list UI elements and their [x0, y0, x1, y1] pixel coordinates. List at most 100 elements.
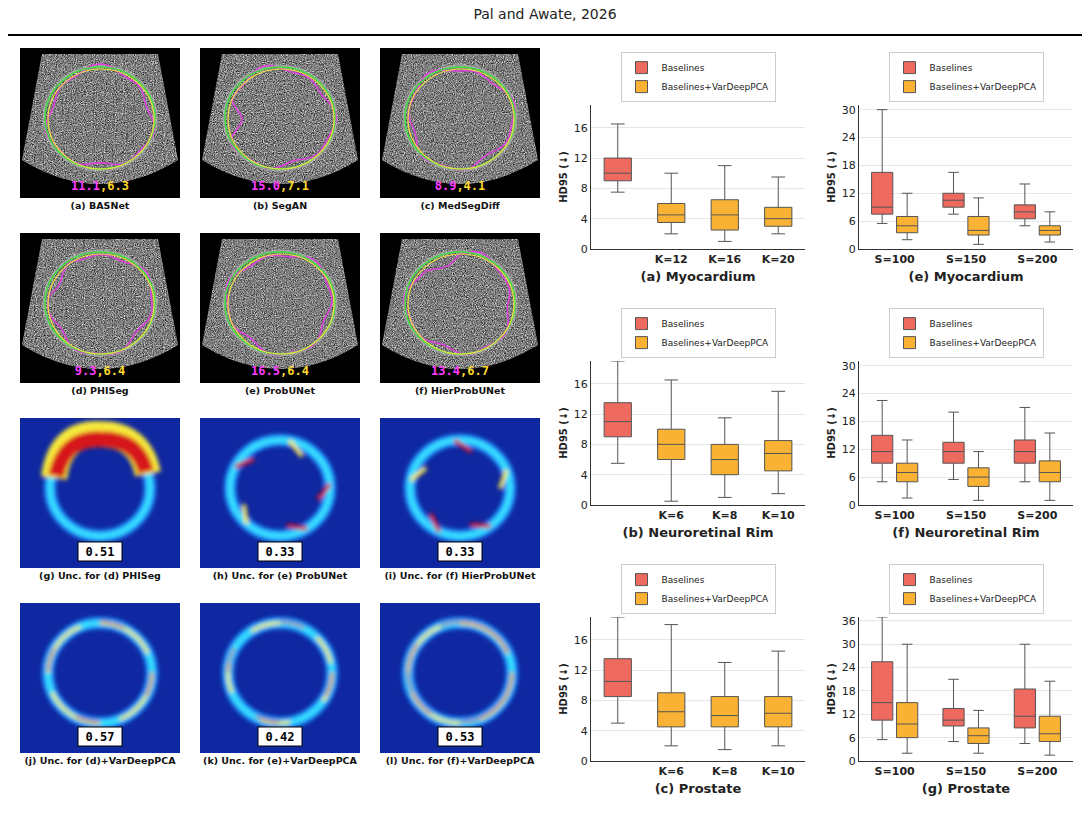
svg-text:11.1,6.3: 11.1,6.3	[71, 179, 129, 193]
svg-text:16.5,6.4: 16.5,6.4	[251, 364, 309, 378]
svg-text:HD95 (↓): HD95 (↓)	[826, 663, 837, 715]
svg-text:24: 24	[842, 131, 856, 144]
svg-text:0: 0	[849, 499, 856, 512]
svg-text:S=100: S=100	[875, 765, 915, 778]
html-text:(d) PHISeg: (d) PHISeg	[71, 385, 129, 396]
svg-text:12: 12	[574, 664, 588, 677]
svg-text:18: 18	[842, 415, 856, 428]
svg-text:Baselines: Baselines	[930, 63, 973, 73]
svg-text:K=16: K=16	[708, 253, 741, 266]
svg-text:6: 6	[849, 471, 856, 484]
svg-text:K=10: K=10	[762, 765, 795, 778]
svg-text:Baselines+VarDeepPCA: Baselines+VarDeepPCA	[662, 82, 769, 92]
svg-text:0.57: 0.57	[86, 730, 115, 744]
html-text:Pal and Awate, 2026: Pal and Awate, 2026	[473, 6, 617, 22]
svg-text:S=200: S=200	[1017, 765, 1057, 778]
html-text:(g) Unc. for (d) PHISeg: (g) Unc. for (d) PHISeg	[39, 570, 161, 581]
svg-text:HD95 (↓): HD95 (↓)	[826, 151, 837, 203]
svg-text:Baselines+VarDeepPCA: Baselines+VarDeepPCA	[662, 338, 769, 348]
html-text:(e) ProbUNet: (e) ProbUNet	[245, 385, 315, 396]
svg-text:24: 24	[842, 661, 856, 674]
html-text:(i) Unc. for (f) HierProbUNet: (i) Unc. for (f) HierProbUNet	[384, 570, 536, 581]
svg-text:S=100: S=100	[875, 509, 915, 522]
svg-text:S=150: S=150	[946, 253, 986, 266]
svg-text:13.4,6.7: 13.4,6.7	[431, 364, 489, 378]
svg-text:8: 8	[581, 182, 588, 195]
svg-text:S=150: S=150	[946, 765, 986, 778]
svg-text:30: 30	[842, 638, 856, 651]
svg-text:HD95 (↓): HD95 (↓)	[558, 663, 569, 715]
svg-text:K=12: K=12	[655, 253, 688, 266]
svg-text:(e) Myocardium: (e) Myocardium	[908, 269, 1023, 284]
svg-text:12: 12	[842, 708, 856, 721]
svg-text:HD95 (↓): HD95 (↓)	[826, 407, 837, 459]
svg-text:0: 0	[581, 499, 588, 512]
svg-text:K=6: K=6	[659, 509, 685, 522]
svg-text:K=20: K=20	[762, 253, 795, 266]
svg-text:0.33: 0.33	[446, 545, 475, 559]
svg-text:Baselines+VarDeepPCA: Baselines+VarDeepPCA	[930, 82, 1037, 92]
svg-text:30: 30	[842, 104, 856, 117]
svg-text:4: 4	[581, 725, 588, 738]
svg-text:0: 0	[849, 243, 856, 256]
svg-text:HD95 (↓): HD95 (↓)	[558, 407, 569, 459]
svg-text:6: 6	[849, 732, 856, 745]
svg-text:12: 12	[842, 443, 856, 456]
svg-text:HD95 (↓): HD95 (↓)	[558, 151, 569, 203]
html-text:(f) HierProbUNet: (f) HierProbUNet	[415, 385, 505, 396]
svg-text:(g) Prostate: (g) Prostate	[922, 781, 1011, 796]
svg-text:36: 36	[842, 615, 856, 628]
html-text:(b) SegAN: (b) SegAN	[252, 200, 308, 211]
svg-text:Baselines: Baselines	[662, 575, 705, 585]
svg-text:0: 0	[581, 755, 588, 768]
svg-text:(a) Myocardium: (a) Myocardium	[641, 269, 756, 284]
html-text:(j) Unc. for (d)+VarDeepPCA: (j) Unc. for (d)+VarDeepPCA	[24, 755, 176, 766]
svg-text:K=8: K=8	[712, 509, 737, 522]
svg-text:12: 12	[574, 408, 588, 421]
svg-text:Baselines+VarDeepPCA: Baselines+VarDeepPCA	[930, 594, 1037, 604]
svg-text:18: 18	[842, 159, 856, 172]
svg-text:8: 8	[581, 438, 588, 451]
svg-text:K=6: K=6	[659, 765, 685, 778]
svg-text:8: 8	[581, 694, 588, 707]
svg-text:(f) Neuroretinal Rim: (f) Neuroretinal Rim	[892, 525, 1039, 540]
svg-text:0: 0	[581, 243, 588, 256]
svg-text:S=150: S=150	[946, 509, 986, 522]
svg-text:S=200: S=200	[1017, 509, 1057, 522]
svg-text:K=10: K=10	[762, 509, 795, 522]
html-text:(h) Unc. for (e) ProbUNet: (h) Unc. for (e) ProbUNet	[212, 570, 348, 581]
svg-text:K=8: K=8	[712, 765, 737, 778]
svg-text:16: 16	[574, 378, 588, 391]
svg-text:S=200: S=200	[1017, 253, 1057, 266]
svg-text:Baselines: Baselines	[662, 319, 705, 329]
svg-text:16: 16	[574, 122, 588, 135]
svg-text:8.9,4.1: 8.9,4.1	[435, 179, 486, 193]
html-text:(c) MedSegDiff: (c) MedSegDiff	[420, 200, 500, 211]
svg-text:12: 12	[842, 187, 856, 200]
svg-text:Baselines: Baselines	[930, 319, 973, 329]
svg-text:Baselines+VarDeepPCA: Baselines+VarDeepPCA	[930, 338, 1037, 348]
svg-text:0: 0	[849, 755, 856, 768]
svg-text:15.0,7.1: 15.0,7.1	[251, 179, 309, 193]
svg-text:Baselines+VarDeepPCA: Baselines+VarDeepPCA	[662, 594, 769, 604]
svg-text:0.42: 0.42	[266, 730, 295, 744]
svg-text:18: 18	[842, 685, 856, 698]
svg-text:4: 4	[581, 469, 588, 482]
svg-text:30: 30	[842, 360, 856, 373]
html-text:(k) Unc. for (e)+VarDeepPCA: (k) Unc. for (e)+VarDeepPCA	[203, 755, 357, 766]
svg-text:0.51: 0.51	[86, 545, 115, 559]
svg-text:Baselines: Baselines	[662, 63, 705, 73]
html-text:(a) BASNet: (a) BASNet	[70, 200, 130, 211]
svg-text:16: 16	[574, 634, 588, 647]
svg-text:24: 24	[842, 387, 856, 400]
svg-text:S=100: S=100	[875, 253, 915, 266]
svg-text:Baselines: Baselines	[930, 575, 973, 585]
svg-text:12: 12	[574, 152, 588, 165]
svg-text:(b) Neuroretinal Rim: (b) Neuroretinal Rim	[623, 525, 774, 540]
svg-text:(c) Prostate: (c) Prostate	[655, 781, 742, 796]
svg-text:0.33: 0.33	[266, 545, 295, 559]
svg-text:4: 4	[581, 213, 588, 226]
svg-text:9.3,6.4: 9.3,6.4	[75, 364, 126, 378]
svg-text:6: 6	[849, 215, 856, 228]
svg-text:0.53: 0.53	[446, 730, 475, 744]
